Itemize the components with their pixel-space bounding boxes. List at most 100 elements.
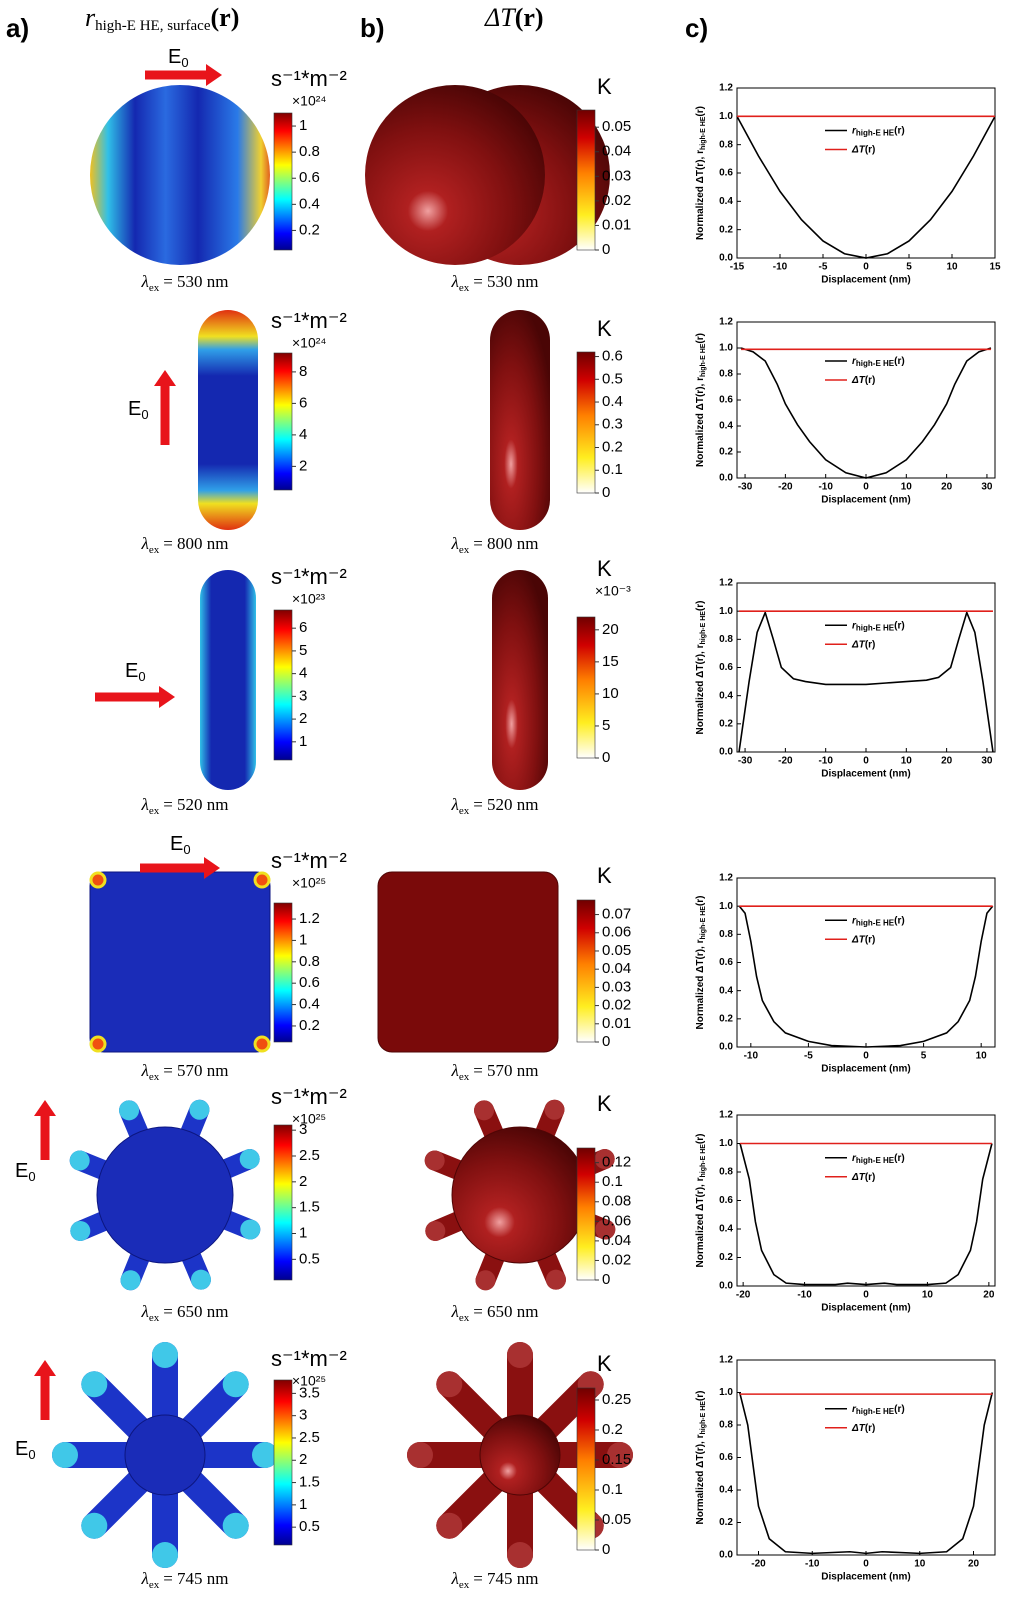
lambda-sub: ex — [459, 1579, 470, 1591]
colorbar — [576, 109, 596, 251]
y-tick-label: 1.2 — [719, 83, 733, 94]
series-line — [739, 1143, 993, 1286]
plot-frame — [736, 1359, 996, 1556]
legend-base: ΔT — [851, 1422, 866, 1433]
colorbar-unit: s⁻¹*m⁻² — [271, 848, 347, 873]
colorbar-tick-label: 0.2 — [299, 221, 320, 238]
colorbar-multiplier: ×10²⁴ — [292, 335, 326, 351]
colorbar-unit: K — [597, 556, 612, 581]
lambda: λ — [450, 272, 458, 291]
y-tick-label: 1.2 — [719, 1355, 733, 1366]
x-tick-label: 0 — [863, 1051, 869, 1062]
lambda-sub: ex — [459, 1312, 470, 1324]
colorbar-tick-label: 15 — [602, 653, 619, 670]
colorbar-tick-label: 6 — [299, 619, 307, 636]
legend-arg: (r) — [894, 356, 905, 367]
colorbar-tick-label: 2 — [299, 1451, 307, 1468]
x-tick-label: 20 — [941, 482, 953, 493]
legend-arg: (r) — [865, 144, 876, 155]
colorbar-tick-label: 2 — [299, 457, 307, 474]
field-label: E0 — [125, 660, 146, 684]
y-label-sub: high-E HE — [700, 906, 707, 940]
y-label-text: Normalized ΔT(r), r — [695, 150, 706, 240]
y-tick-label: 0.4 — [719, 1224, 733, 1235]
legend-arg: (r) — [894, 1403, 905, 1414]
lambda-sub: ex — [149, 1071, 160, 1083]
title-symbol: ΔT — [484, 3, 516, 32]
x-tick-label: -5 — [804, 1051, 813, 1062]
colorbar-tick-label: 0.05 — [602, 1511, 631, 1528]
particle — [198, 310, 258, 530]
colorbar — [576, 616, 596, 759]
colorbar-tick-label: 1.5 — [299, 1474, 320, 1491]
x-tick-label: -15 — [730, 262, 745, 273]
colorbar-tick-label: 2 — [299, 1173, 307, 1190]
lambda-rest: = 570 nm — [163, 1061, 228, 1080]
lambda-sub: ex — [149, 1312, 160, 1324]
x-tick-label: -20 — [751, 1559, 766, 1570]
y-tick-label: 0.0 — [719, 473, 733, 484]
spike-tip — [81, 1371, 108, 1398]
spike-tip — [475, 1270, 496, 1291]
wavelength-label: λex = 745 nm — [140, 1569, 228, 1591]
colorbar-tick-label: 0.5 — [299, 1250, 320, 1267]
field-arrow-head — [34, 1100, 56, 1116]
legend-sub: high-E HE — [856, 1407, 895, 1416]
legend-label: rhigh-E HE(r) — [852, 1403, 905, 1415]
colorbar-tick-label: 0.15 — [602, 1451, 631, 1468]
colorbar-tick-label: 0.04 — [602, 143, 631, 160]
legend-base: r — [852, 125, 857, 136]
panel-label: c) — [685, 13, 708, 43]
colorbar-tick-label: 3 — [299, 1121, 307, 1138]
spike-tip — [120, 1270, 141, 1291]
colorbar-tick-label: 0.02 — [602, 1251, 631, 1268]
y-tick-label: 0.6 — [719, 957, 733, 968]
colorbar-tick-label: 0.4 — [299, 996, 320, 1013]
colorbar-unit: s⁻¹*m⁻² — [271, 308, 347, 333]
legend-label: ΔT(r) — [851, 144, 875, 155]
spike-tip — [424, 1150, 445, 1171]
colorbar-tick-label: 0.2 — [602, 1421, 623, 1438]
y-label-rest: (r) — [695, 601, 706, 612]
y-tick-label: 0.2 — [719, 1013, 733, 1024]
spike-tip — [222, 1512, 249, 1539]
series-line — [740, 347, 992, 479]
colorbar-tick-label: 1 — [299, 1224, 307, 1241]
spike-tip — [507, 1542, 533, 1568]
spike-tip — [152, 1342, 178, 1368]
colorbar-tick-label: 0.6 — [299, 974, 320, 991]
legend-label: ΔT(r) — [851, 375, 875, 386]
colorbar-unit: s⁻¹*m⁻² — [271, 564, 347, 589]
colorbar-tick-label: 0.04 — [602, 960, 631, 977]
y-tick-label: 1.0 — [719, 901, 733, 912]
lambda: λ — [450, 534, 458, 553]
lambda-rest: = 530 nm — [473, 272, 538, 291]
y-label-sub: high-E HE — [700, 1144, 707, 1178]
legend-arg: (r) — [894, 915, 905, 926]
colorbar-tick-label: 3 — [299, 1407, 307, 1424]
series-line — [738, 610, 994, 753]
field-arrow-head — [154, 370, 176, 386]
x-tick-label: -30 — [738, 482, 753, 493]
colorbar-tick-label: 3.5 — [299, 1384, 320, 1401]
legend-arg: (r) — [865, 934, 876, 945]
wavelength-label: λex = 530 nm — [450, 272, 538, 294]
spike-tip — [544, 1099, 565, 1120]
legend-label: rhigh-E HE(r) — [852, 356, 905, 368]
colorbar — [273, 1379, 293, 1546]
particle — [89, 871, 271, 1053]
lambda: λ — [140, 1302, 148, 1321]
lambda-rest: = 800 nm — [473, 534, 538, 553]
spike-tip — [239, 1149, 260, 1170]
field-base: E — [128, 398, 141, 420]
lambda: λ — [140, 272, 148, 291]
colorbar-unit: s⁻¹*m⁻² — [271, 66, 347, 91]
x-tick-label: -20 — [778, 756, 793, 767]
wavelength-label: λex = 530 nm — [140, 272, 228, 294]
colorbar-multiplier: ×10²⁵ — [292, 875, 326, 891]
colorbar-tick-label: 0.8 — [299, 953, 320, 970]
wavelength-label: λex = 520 nm — [450, 795, 538, 817]
legend-arg: (r) — [865, 1422, 876, 1433]
colorbar-unit: K — [597, 1091, 612, 1116]
colorbar-tick-label: 4 — [299, 665, 307, 682]
